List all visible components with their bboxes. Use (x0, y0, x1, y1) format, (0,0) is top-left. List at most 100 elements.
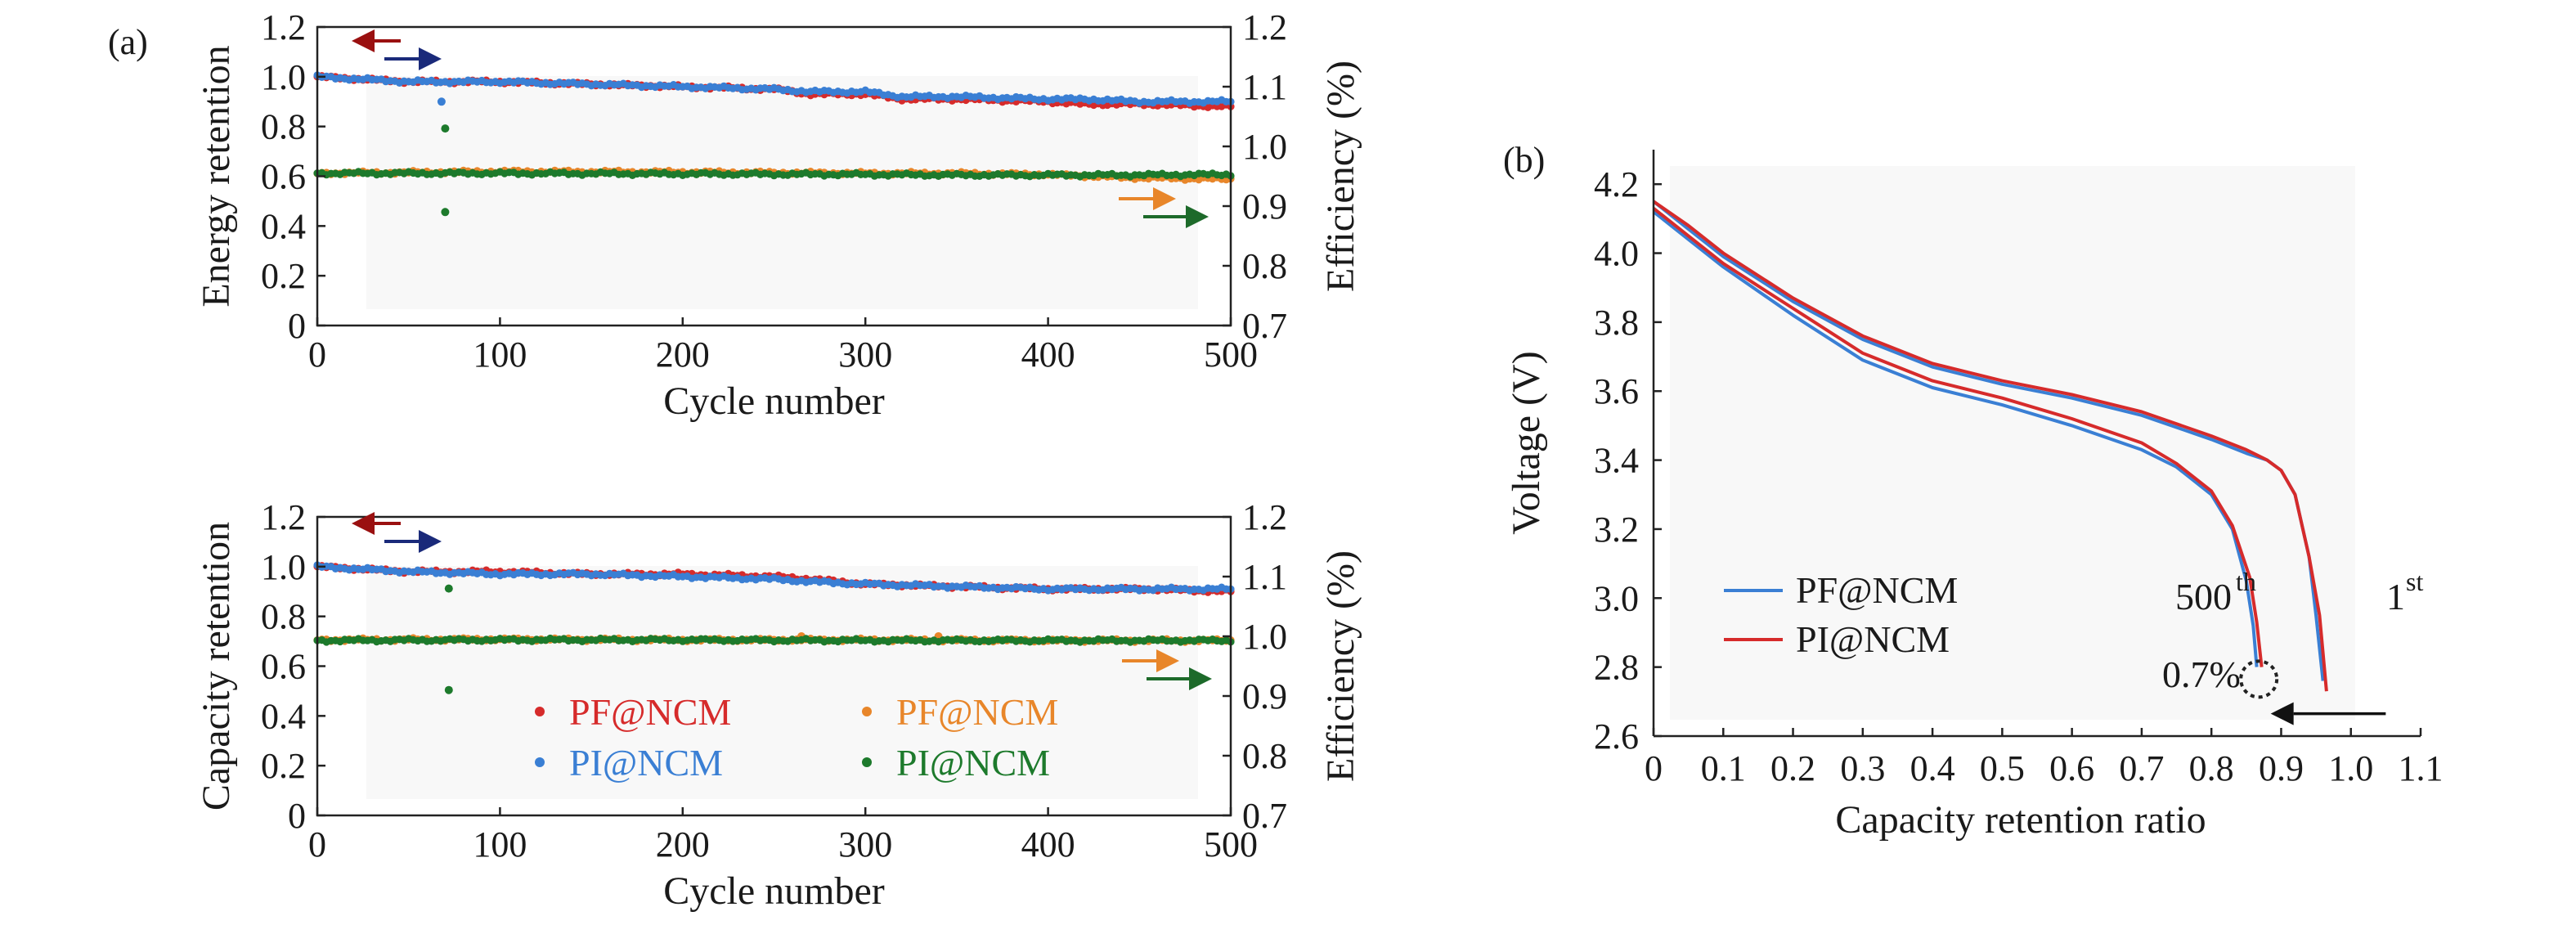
annotation-500th-sup: th (2236, 567, 2256, 596)
y2-axis-label: Efficiency (%) (1319, 550, 1362, 782)
axis-indicator-arrow-right-head (1156, 649, 1179, 672)
series-line-1st-1 (1652, 200, 2328, 692)
axis-indicator-arrow-right2-head (1186, 205, 1209, 228)
legend-label: PF@NCM (1796, 569, 1958, 611)
y2-tick-label: 0.8 (1242, 736, 1287, 776)
axis-indicator-arrow-right-head (1153, 187, 1176, 210)
y-tick-label: 0.4 (261, 696, 306, 736)
x-tick-label: 1.1 (2399, 748, 2444, 788)
x-tick-label: 300 (838, 335, 892, 375)
legend-label: PF@NCM (896, 691, 1058, 733)
y-axis-label: Voltage (V) (1505, 351, 1548, 534)
shift-arrow-head (2270, 702, 2294, 725)
y-axis-label: Capacity retention (195, 522, 238, 811)
x-tick-label: 100 (473, 335, 527, 375)
y-tick-label: 3.8 (1594, 303, 1639, 343)
legend-marker (862, 757, 872, 767)
y-tick-label: 0 (288, 796, 306, 836)
x-tick-label: 0 (1645, 748, 1663, 788)
legend-marker (535, 707, 545, 716)
y-tick-label: 2.8 (1594, 648, 1639, 688)
panel-label-a: (a) (108, 22, 148, 62)
y-tick-label: 3.2 (1594, 510, 1639, 550)
y-tick-label: 0.2 (261, 746, 306, 786)
y2-tick-label: 1.0 (1242, 617, 1287, 657)
annotation-1st-sup: st (2406, 567, 2423, 596)
plot-background (366, 566, 1198, 799)
x-tick-label: 200 (656, 824, 710, 864)
y2-tick-label: 1.2 (1242, 497, 1287, 537)
legend-marker (862, 707, 872, 716)
y-tick-label: 4.0 (1594, 234, 1639, 274)
annotation-500th: 500 (2175, 576, 2232, 617)
x-tick-label: 100 (473, 824, 527, 864)
series-line-500th-3 (1652, 207, 2264, 667)
outlier-point (444, 685, 453, 694)
y-tick-label: 0.6 (261, 647, 306, 687)
outlier-point (441, 208, 450, 217)
x-tick-label: 300 (838, 824, 892, 864)
legend-label: PI@NCM (1796, 618, 1950, 660)
x-tick-label: 0.7 (2119, 748, 2164, 788)
x-tick-label: 0.1 (1701, 748, 1746, 788)
chart-voltage-curve: 0 0.1 0.2 0.3 0.4 0.5 0.6 0.7 0.8 0.9 1.0 1.1 2.6 2.8… (1505, 150, 2444, 842)
axis-indicator-arrow-left2-head (419, 47, 442, 70)
x-axis-label: Cycle number (663, 869, 885, 913)
axis-indicator-arrow-left-head (352, 29, 375, 52)
annotation-1st: 1 (2386, 576, 2405, 617)
y2-axis-label: Efficiency (%) (1319, 61, 1362, 292)
axis-indicator-arrow-right2-head (1189, 667, 1212, 690)
axis-indicator-arrow-left2-head (419, 530, 442, 553)
legend-label: PI@NCM (569, 742, 723, 784)
y2-tick-label: 0.9 (1242, 186, 1287, 227)
y2-tick-label: 1.1 (1242, 557, 1287, 597)
y-tick-label: 1.2 (261, 497, 306, 537)
axis-indicator-arrow-left-head (352, 512, 375, 535)
y2-tick-label: 1.0 (1242, 127, 1287, 167)
y-tick-label: 1.0 (261, 547, 306, 587)
legend-marker (535, 757, 545, 767)
annotation-percent: 0.7% (2162, 653, 2241, 695)
y2-tick-label: 0.8 (1242, 246, 1287, 286)
x-tick-label: 500 (1204, 824, 1258, 864)
x-tick-label: 0 (308, 335, 326, 375)
x-tick-label: 200 (656, 335, 710, 375)
x-tick-label: 0.4 (1910, 748, 1955, 788)
y-tick-label: 3.0 (1594, 578, 1639, 618)
y2-tick-label: 0.9 (1242, 676, 1287, 716)
y-tick-label: 0 (288, 306, 306, 346)
outlier-point (441, 124, 450, 133)
x-tick-label: 0.9 (2259, 748, 2304, 788)
x-tick-label: 500 (1204, 335, 1258, 375)
outlier-point (444, 584, 453, 593)
legend-label: PF@NCM (569, 691, 731, 733)
plot-background (1670, 166, 2355, 720)
y-tick-label: 1.2 (261, 7, 306, 47)
y-tick-label: 0.2 (261, 256, 306, 296)
legend-label: PI@NCM (896, 742, 1050, 784)
y-tick-label: 1.0 (261, 57, 306, 97)
x-tick-label: 0.5 (1980, 748, 2025, 788)
y-tick-label: 0.8 (261, 107, 306, 147)
x-tick-label: 400 (1021, 824, 1075, 864)
y-tick-label: 3.6 (1594, 371, 1639, 411)
y-tick-label: 0.8 (261, 597, 306, 637)
panel-label-b: (b) (1503, 140, 1545, 180)
x-axis-label: Capacity retention ratio (1835, 798, 2206, 842)
plot-background (366, 76, 1198, 309)
y2-tick-label: 1.2 (1242, 7, 1287, 47)
x-tick-label: 0 (308, 824, 326, 864)
y2-tick-label: 1.1 (1242, 67, 1287, 107)
y-axis-label: Energy retention (195, 45, 238, 307)
highlight-circle (2239, 659, 2279, 699)
x-tick-label: 400 (1021, 335, 1075, 375)
x-tick-label: 1.0 (2328, 748, 2373, 788)
y2-tick-label: 0.7 (1242, 796, 1287, 836)
y-tick-label: 0.4 (261, 206, 306, 246)
chart-energy-retention: 0 100 200 300 400 50000.20.40.60.81.01.20.70.… (195, 7, 1362, 423)
series-line-500th-2 (1652, 210, 2259, 667)
y-tick-label: 3.4 (1594, 441, 1639, 481)
x-tick-label: 0.6 (2049, 748, 2094, 788)
x-tick-label: 0.8 (2189, 748, 2234, 788)
